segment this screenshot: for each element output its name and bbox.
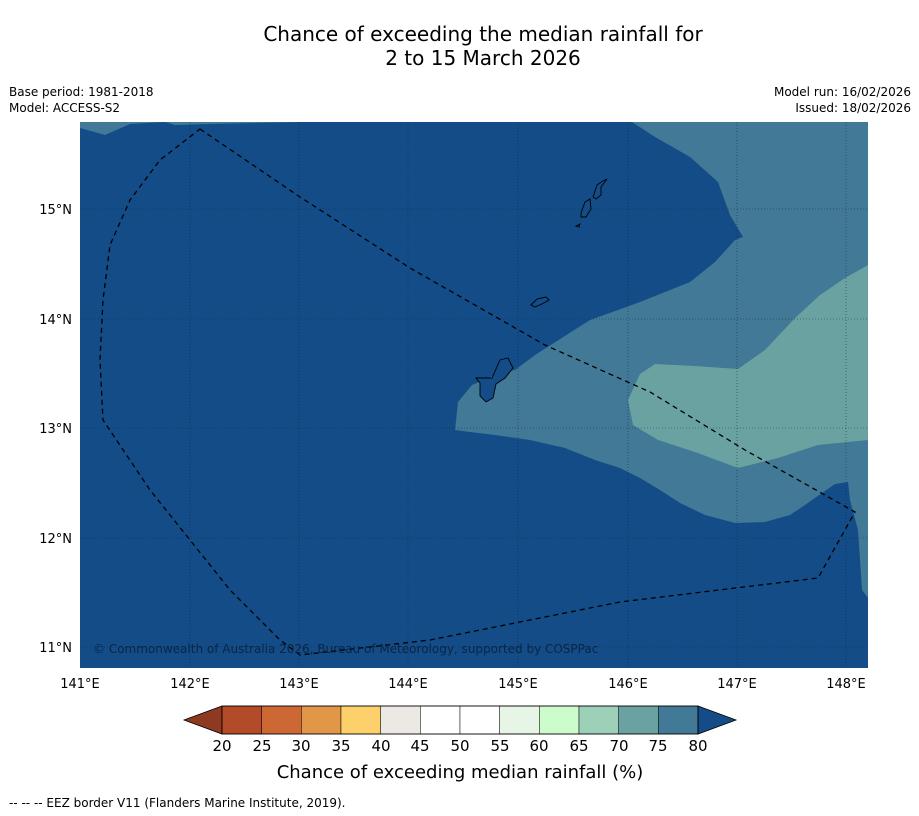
region-75-80-east — [455, 122, 868, 598]
colorbar-segment — [261, 705, 302, 735]
colorbar-segment — [539, 705, 580, 735]
colorbar-segment — [420, 705, 461, 735]
colorbar-segment — [658, 705, 699, 735]
colorbar-frame — [221, 705, 699, 735]
x-tick-141: 141°E — [60, 677, 100, 692]
cb-tick-25: 25 — [252, 737, 271, 755]
colorbar-title: Chance of exceeding median rainfall (%) — [277, 762, 644, 783]
colorbar-tick-labels: 20 25 30 35 40 45 50 55 60 65 70 75 80 — [212, 737, 707, 755]
x-tick-147: 147°E — [717, 677, 757, 692]
copyright-text: © Commonwealth of Australia 2026, Bureau… — [93, 642, 598, 656]
base-period-text: Base period: 1981-2018 — [9, 85, 154, 99]
island-saipan — [592, 178, 608, 200]
eez-border — [99, 128, 856, 656]
colorbar-segment — [340, 705, 381, 735]
cb-tick-30: 30 — [291, 737, 310, 755]
cb-tick-65: 65 — [569, 737, 588, 755]
cb-tick-20: 20 — [212, 737, 231, 755]
island-guam — [475, 357, 514, 403]
model-text: Model: ACCESS-S2 — [9, 101, 121, 115]
colorbar-over-arrow — [697, 705, 738, 735]
x-tick-145: 145°E — [498, 677, 538, 692]
model-run-text: Model run: 16/02/2026 — [773, 85, 911, 99]
cb-tick-50: 50 — [450, 737, 469, 755]
colorbar-segment — [301, 705, 342, 735]
y-tick-13n: 13°N — [39, 422, 72, 437]
y-tick-14n: 14°N — [39, 313, 72, 328]
island-rota — [530, 296, 550, 308]
x-tick-144: 144°E — [388, 677, 428, 692]
issued-text: Issued: 18/02/2026 — [795, 101, 911, 115]
eez-footnote: -- -- -- EEZ border V11 (Flanders Marine… — [9, 796, 346, 810]
x-tick-146: 146°E — [608, 677, 648, 692]
x-tick-142: 142°E — [170, 677, 210, 692]
colorbar-segment — [459, 705, 500, 735]
cb-tick-40: 40 — [371, 737, 390, 755]
colorbar-segments — [221, 705, 699, 735]
cb-tick-70: 70 — [609, 737, 628, 755]
island-aguijan — [574, 223, 581, 228]
y-tick-15n: 15°N — [39, 203, 72, 218]
colorbar: 20 25 30 35 40 45 50 55 60 65 70 75 80 C… — [182, 705, 738, 783]
cb-tick-55: 55 — [490, 737, 509, 755]
colorbar-segment — [578, 705, 619, 735]
colorbar-under-arrow — [182, 705, 223, 735]
colorbar-segment — [499, 705, 540, 735]
y-tick-11n: 11°N — [39, 641, 72, 656]
cb-tick-60: 60 — [529, 737, 548, 755]
colorbar-segment — [380, 705, 421, 735]
cb-tick-35: 35 — [331, 737, 350, 755]
map-area: © Commonwealth of Australia 2026, Bureau… — [80, 122, 868, 668]
info-right: Model run: 16/02/2026 Issued: 18/02/2026 — [774, 84, 911, 116]
title-line-2: 2 to 15 March 2026 — [385, 46, 581, 70]
x-axis-labels: 141°E 142°E 143°E 144°E 145°E 146°E 147°… — [60, 677, 866, 692]
island-tinian — [580, 198, 592, 218]
y-axis-labels: 15°N 14°N 13°N 12°N 11°N — [39, 203, 72, 656]
region-75-80-northwest — [80, 122, 300, 135]
cb-tick-75: 75 — [648, 737, 667, 755]
chart-title: Chance of exceeding the median rainfall … — [0, 22, 919, 70]
x-tick-143: 143°E — [279, 677, 319, 692]
title-line-1: Chance of exceeding the median rainfall … — [263, 22, 703, 46]
y-tick-12n: 12°N — [39, 532, 72, 547]
cb-tick-45: 45 — [410, 737, 429, 755]
cb-tick-80: 80 — [688, 737, 707, 755]
colorbar-segment — [221, 705, 262, 735]
info-left: Base period: 1981-2018 Model: ACCESS-S2 — [9, 84, 154, 116]
region-70-75 — [628, 265, 868, 468]
islands — [475, 178, 608, 403]
gridlines — [80, 122, 868, 668]
x-tick-148: 148°E — [826, 677, 866, 692]
colorbar-segment — [618, 705, 659, 735]
